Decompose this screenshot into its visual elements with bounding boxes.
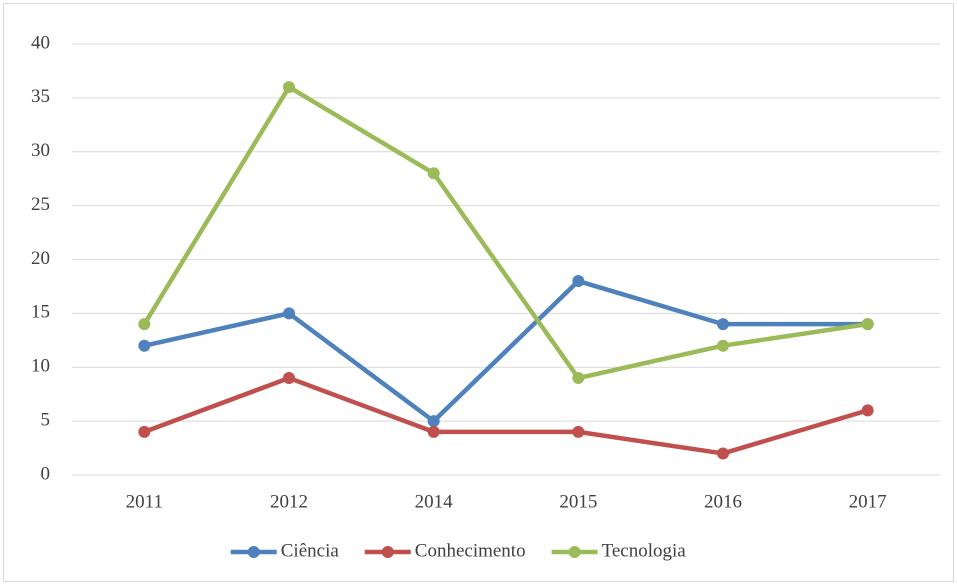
point	[861, 318, 874, 331]
x-tick-label: 2014	[415, 491, 454, 512]
y-tick-label: 15	[31, 302, 50, 323]
point	[283, 372, 295, 385]
legend-label: Tecnologia	[602, 540, 687, 561]
point	[138, 339, 151, 352]
point	[572, 275, 585, 288]
point	[717, 339, 729, 352]
point	[427, 415, 440, 428]
point	[427, 167, 440, 180]
y-tick-label: 40	[31, 32, 50, 53]
point	[427, 425, 440, 438]
point	[572, 425, 585, 438]
legend-label: Ciência	[281, 540, 340, 561]
x-tick-label: 2012	[270, 491, 308, 512]
legend-label: Conhecimento	[415, 540, 526, 561]
y-tick-label: 35	[31, 86, 50, 107]
y-tick-label: 30	[31, 140, 50, 161]
point	[138, 425, 151, 438]
point	[138, 318, 151, 331]
legend-marker	[381, 546, 394, 558]
series-line	[143, 375, 869, 456]
series-line	[143, 278, 868, 424]
point	[572, 372, 585, 385]
point	[861, 404, 874, 417]
y-tick-label: 25	[31, 194, 50, 215]
legend-marker	[247, 546, 260, 558]
x-tick-label: 2015	[559, 491, 597, 512]
point	[717, 447, 729, 460]
x-tick-label: 2011	[126, 491, 163, 512]
y-tick-label: 10	[31, 356, 50, 377]
y-tick-label: 5	[41, 409, 51, 430]
series-line	[142, 84, 868, 381]
point	[283, 81, 295, 94]
x-tick-label: 2016	[704, 491, 742, 512]
y-tick-label: 0	[41, 463, 51, 484]
x-tick-label: 2017	[849, 491, 887, 512]
point	[717, 318, 729, 331]
point	[283, 307, 295, 320]
legend-marker	[568, 546, 581, 558]
y-tick-label: 20	[31, 248, 50, 269]
